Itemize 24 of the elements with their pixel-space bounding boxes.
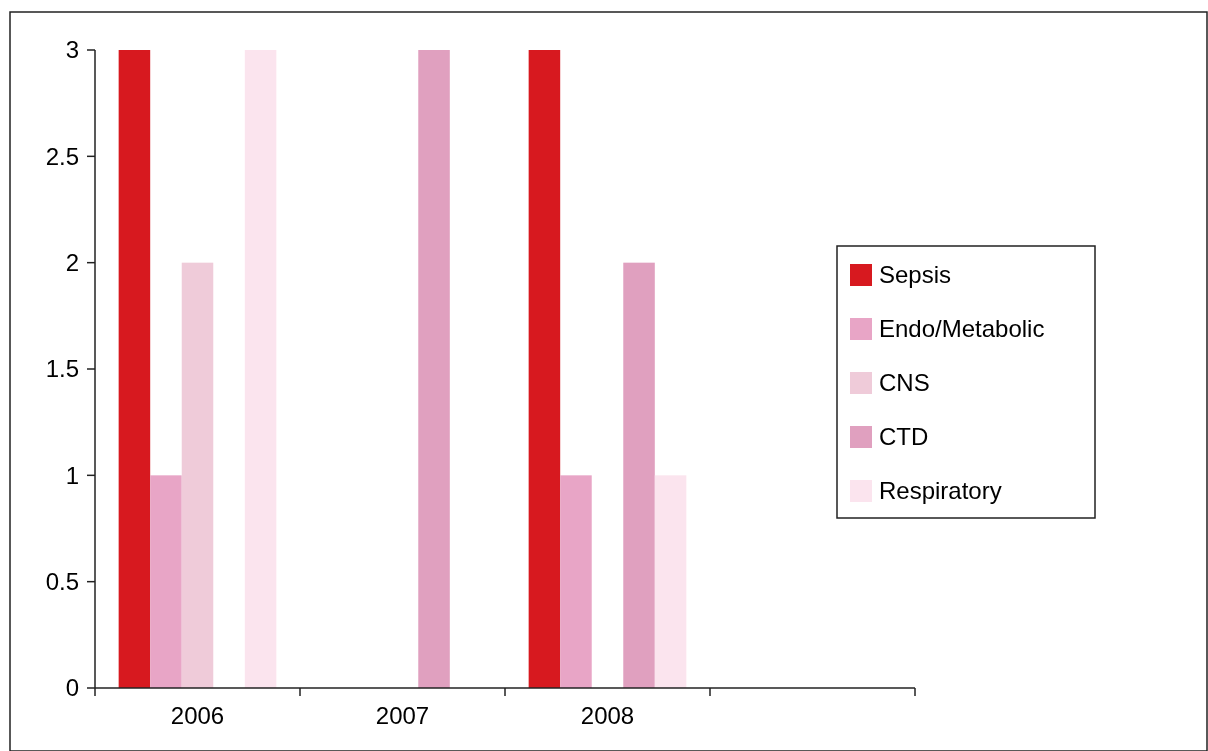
bar (150, 475, 182, 688)
legend-label: CTD (879, 423, 929, 451)
x-tick-label: 2008 (580, 702, 635, 729)
y-tick-label: 2 (65, 249, 79, 277)
y-tick-label: 1.5 (45, 355, 79, 383)
y-tick-label: 3 (65, 36, 79, 64)
bar (181, 262, 214, 688)
bar (244, 50, 277, 688)
y-tick-label: 2.5 (45, 142, 79, 170)
bar (623, 262, 655, 688)
x-tick-label: 2007 (375, 702, 430, 729)
y-tick-label: 0 (65, 674, 79, 702)
bar (118, 50, 151, 688)
legend-label: Endo/Metabolic (879, 315, 1045, 343)
legend-label: Sepsis (879, 261, 952, 289)
bar (418, 50, 450, 688)
legend-label: CNS (879, 369, 930, 397)
y-tick-label: 1 (65, 461, 79, 489)
bar (528, 50, 561, 688)
y-tick-label: 0.5 (45, 568, 79, 596)
legend-label: Respiratory (879, 477, 1002, 505)
x-tick-label: 2006 (170, 702, 225, 729)
bar (654, 475, 687, 688)
bar (560, 475, 592, 688)
